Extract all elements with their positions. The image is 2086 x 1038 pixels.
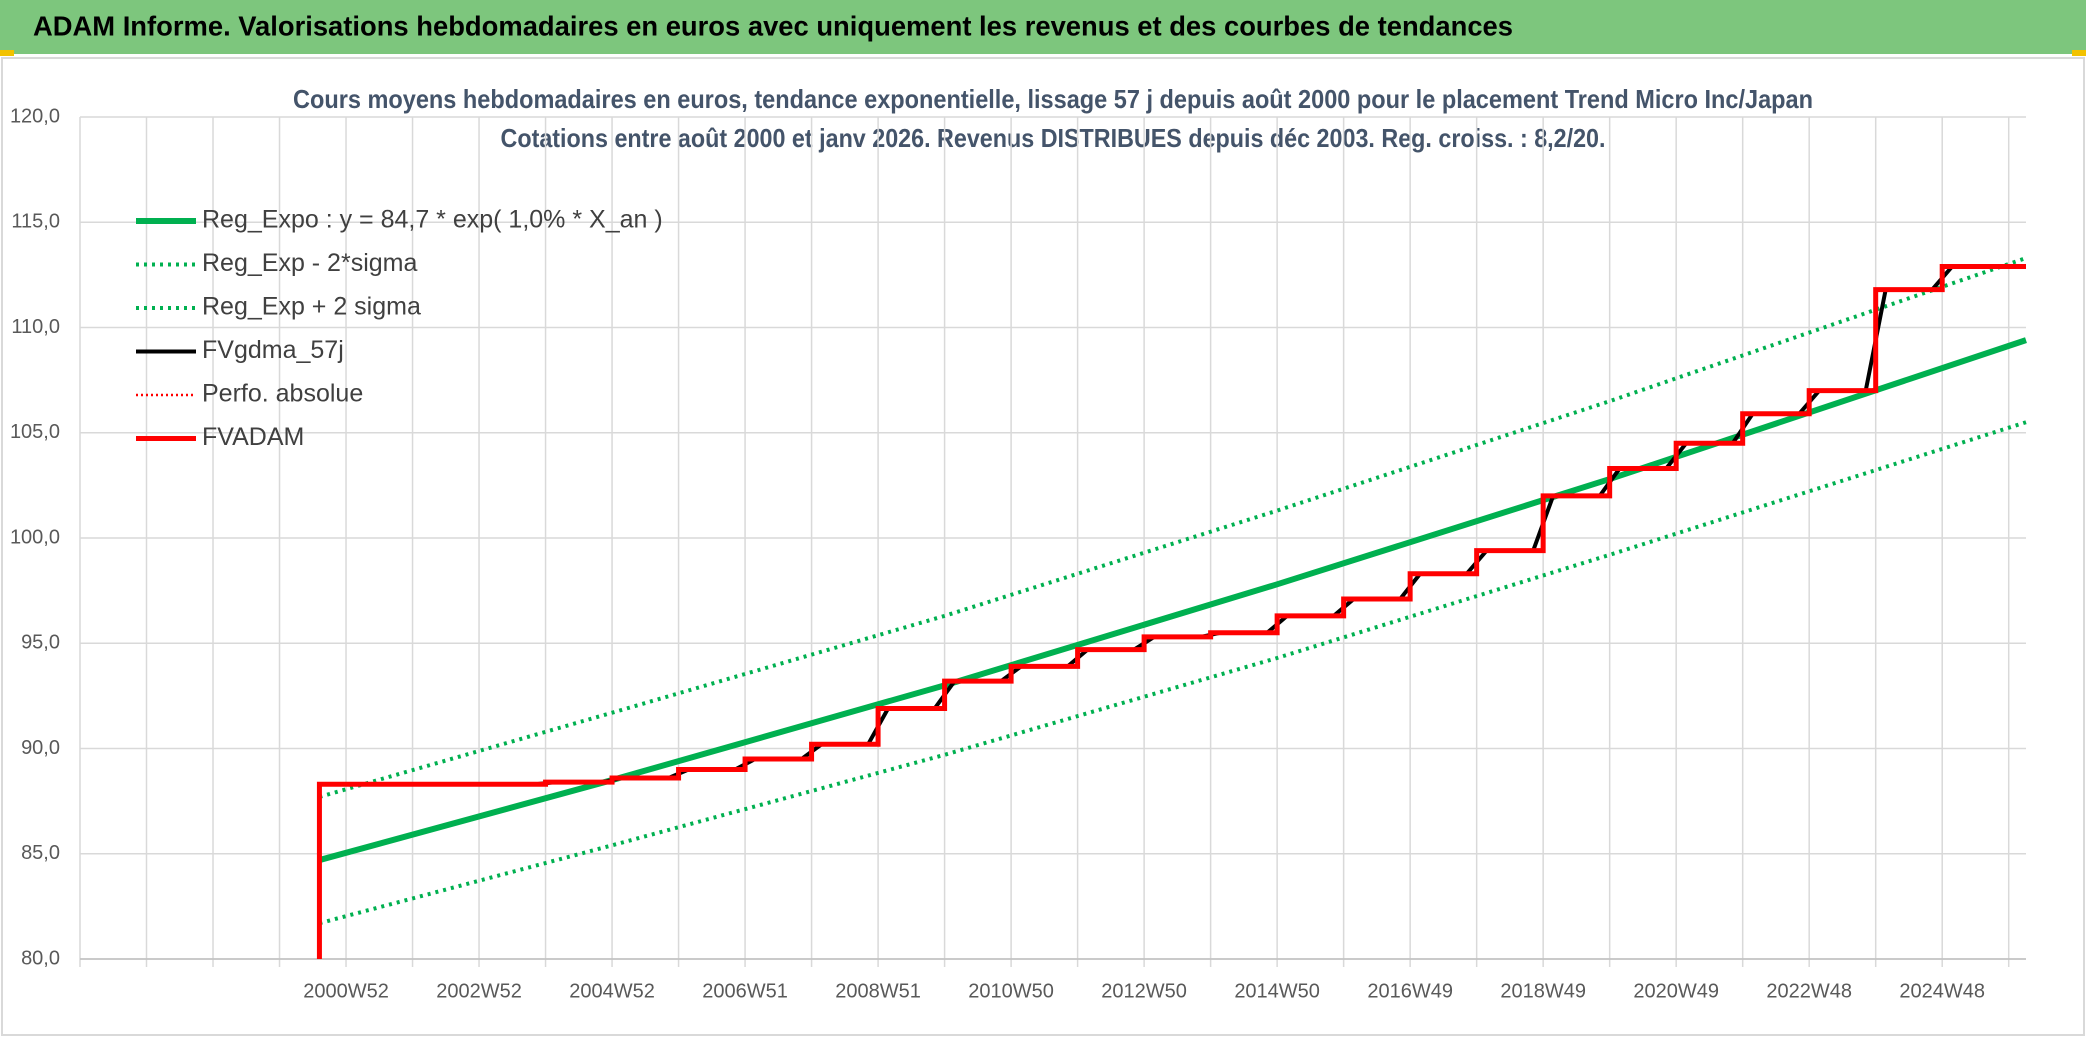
x-tick-label: 2016W49 [1367, 980, 1453, 1002]
legend-label: Reg_Exp - 2*sigma [202, 249, 417, 277]
y-tick-label: 90,0 [21, 737, 60, 759]
x-tick-label: 2022W48 [1766, 980, 1852, 1002]
x-tick-label: 2012W50 [1101, 980, 1187, 1002]
legend-label: Perfo. absolue [202, 380, 363, 408]
header-title: ADAM Informe. Valorisations hebdomadaire… [33, 10, 1513, 41]
legend: Reg_Expo : y = 84,7 * exp( 1,0% * X_an )… [136, 206, 663, 451]
grid: 80,0 85,0 90,0 95,0 100,0 105,0 110,0 115,0 120,… [10, 105, 2026, 1002]
y-tick-label: 100,0 [10, 526, 60, 548]
corner [2072, 50, 2086, 56]
corner [0, 50, 14, 56]
y-tick-label: 120,0 [10, 105, 60, 127]
x-tick-label: 2004W52 [569, 980, 655, 1002]
series-line [318, 256, 2027, 799]
legend-label: FVgdma_57j [202, 336, 344, 364]
legend-label: FVADAM [202, 423, 304, 451]
x-tick-label: 2020W49 [1633, 980, 1719, 1002]
legend-label: Reg_Exp + 2 sigma [202, 293, 421, 321]
y-tick-label: 105,0 [10, 421, 60, 443]
legend-label: Reg_Expo : y = 84,7 * exp( 1,0% * X_an ) [202, 206, 663, 234]
x-tick-label: 2002W52 [436, 980, 522, 1002]
x-tick-label: 2008W51 [835, 980, 921, 1002]
header-bar [0, 0, 2086, 54]
y-tick-label: 95,0 [21, 632, 60, 654]
chart-title: Cours moyens hebdomadaires en euros, ten… [293, 84, 1813, 114]
plot [316, 256, 2027, 959]
x-tick-label: 2010W50 [968, 980, 1054, 1002]
series-line [316, 263, 2026, 959]
y-tick-label: 115,0 [11, 211, 60, 233]
y-tick-label: 80,0 [21, 947, 60, 969]
y-tick-label: 85,0 [21, 842, 60, 864]
series-line [318, 337, 2027, 863]
x-tick-label: 2014W50 [1234, 980, 1320, 1002]
x-tick-label: 2018W49 [1500, 980, 1586, 1002]
y-tick-label: 110,0 [11, 316, 60, 338]
chart-frame [1, 57, 2085, 1036]
x-tick-label: 2006W51 [702, 980, 788, 1002]
x-tick-label: 2000W52 [303, 980, 389, 1002]
chart-subtitle: Cotations entre août 2000 et janv 2026. … [501, 123, 1606, 153]
x-tick-label: 2024W48 [1899, 980, 1985, 1002]
